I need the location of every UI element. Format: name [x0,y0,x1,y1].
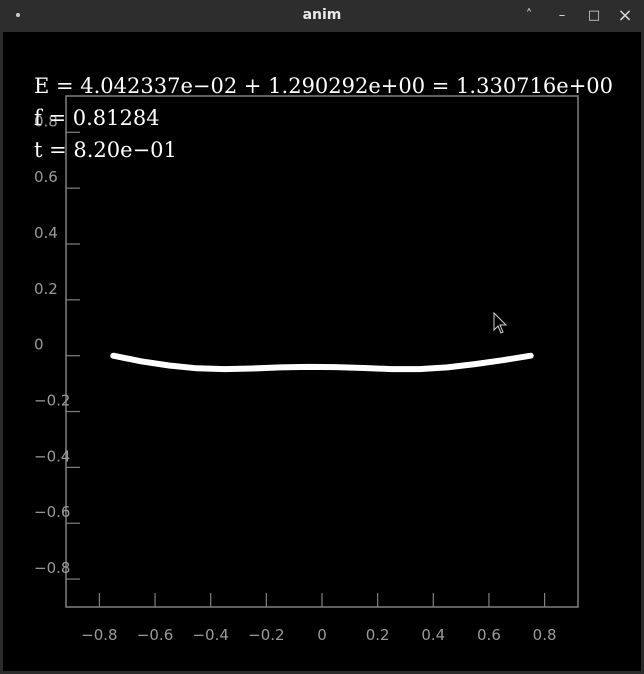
plot-svg: −0.8 −0.6 −0.4 −0.2 0 0.2 0.4 0.6 0.8 0.8 0.6 0.4 0.… [34,95,579,644]
dot-menu-icon[interactable] [16,13,20,17]
x-tick-label: 0.2 [366,626,390,644]
mouse-cursor-icon [493,311,508,334]
x-tick-label: 0.6 [477,626,501,644]
energy-readout: E = 4.042337e−02 + 1.290292e+00 = 1.3307… [34,74,614,98]
frequency-readout: f = 0.81284 [34,106,160,130]
y-tick-label: −0.6 [34,503,70,521]
y-tick-label: −0.8 [34,559,70,577]
x-tick-label: −0.4 [192,626,228,644]
y-tick-label: 0 [34,336,44,354]
plot-frame [65,95,579,608]
y-tick-label: −0.4 [34,447,70,465]
window-title: anim [302,7,342,23]
time-readout: t = 8.20e−01 [34,138,177,162]
x-tick-label: −0.8 [81,626,117,644]
plot-canvas: −0.8 −0.6 −0.4 −0.2 0 0.2 0.4 0.6 0.8 0.8 0.6 0.4 0.… [3,32,641,671]
x-tick-label: 0.4 [421,626,445,644]
y-tick-label: 0.6 [34,168,58,186]
y-tick-label: 0.8 [34,112,58,130]
title-bar[interactable]: anim ˄ – □ × [0,0,644,32]
x-tick-label: 0 [317,626,327,644]
restore-icon[interactable]: □ [587,8,601,23]
y-tick-label: 0.4 [34,224,58,242]
close-icon[interactable]: × [617,5,633,26]
minimize-icon[interactable]: – [558,8,566,23]
y-tick-label: 0.2 [34,280,58,298]
y-tick-label: −0.2 [34,392,70,410]
x-tick-label: −0.6 [137,626,173,644]
x-tick-label: −0.2 [248,626,284,644]
x-tick-label: 0.8 [533,626,557,644]
maximize-up-icon[interactable]: ˄ [525,8,533,23]
series-curve [110,352,534,373]
